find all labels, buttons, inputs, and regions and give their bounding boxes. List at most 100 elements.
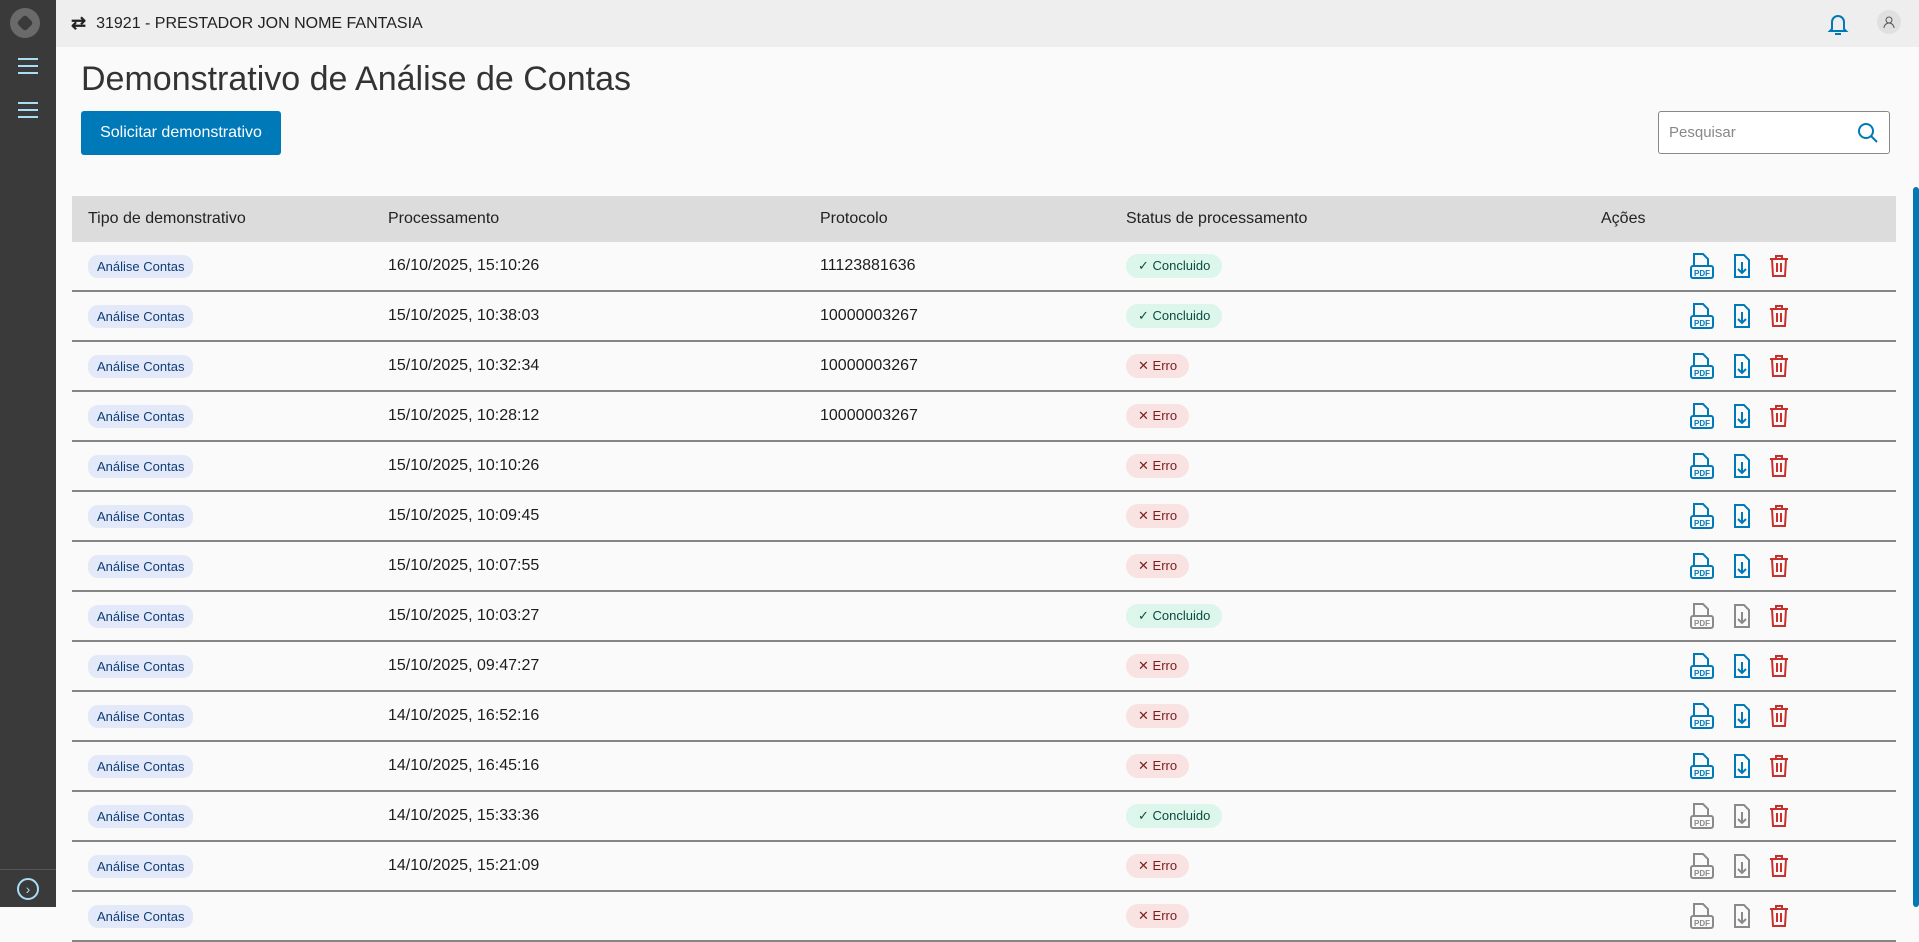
- status-badge: ✕ Erro: [1126, 754, 1190, 778]
- type-tag: Análise Contas: [88, 354, 194, 378]
- trash-icon[interactable]: [1769, 654, 1789, 678]
- pdf-icon[interactable]: PDF: [1689, 302, 1715, 330]
- status-label: Concluido: [1152, 308, 1211, 323]
- pdf-icon[interactable]: PDF: [1689, 902, 1715, 930]
- download-icon[interactable]: [1733, 303, 1751, 329]
- row-actions: PDF: [1689, 552, 1789, 580]
- status-badge: ✕ Erro: [1126, 654, 1190, 678]
- row-actions: PDF: [1689, 352, 1789, 380]
- status-label: Concluido: [1152, 608, 1211, 623]
- pdf-icon[interactable]: PDF: [1689, 702, 1715, 730]
- x-icon: ✕: [1138, 458, 1149, 473]
- download-icon[interactable]: [1733, 603, 1751, 629]
- table-row: Análise Contas 14/10/2025, 16:45:16 ✕ Er…: [72, 742, 1896, 792]
- download-icon[interactable]: [1733, 703, 1751, 729]
- check-icon: ✓: [1138, 808, 1149, 823]
- trash-icon[interactable]: [1769, 704, 1789, 728]
- status-badge: ✕ Erro: [1126, 404, 1190, 428]
- trash-icon[interactable]: [1769, 304, 1789, 328]
- type-tag: Análise Contas: [88, 254, 194, 278]
- status-label: Erro: [1152, 458, 1178, 473]
- menu-icon-secondary[interactable]: [18, 102, 38, 118]
- status-label: Erro: [1152, 558, 1178, 573]
- row-actions: PDF: [1689, 652, 1789, 680]
- processing-date: 15/10/2025, 09:47:27: [388, 657, 540, 674]
- download-icon[interactable]: [1733, 403, 1751, 429]
- status-label: Concluido: [1152, 258, 1211, 273]
- type-tag: Análise Contas: [88, 554, 194, 578]
- pdf-icon[interactable]: PDF: [1689, 452, 1715, 480]
- protocol: 11123881636: [820, 257, 916, 274]
- type-tag: Análise Contas: [88, 604, 194, 628]
- pdf-icon[interactable]: PDF: [1689, 402, 1715, 430]
- pdf-icon[interactable]: PDF: [1689, 602, 1715, 630]
- download-icon[interactable]: [1733, 253, 1751, 279]
- type-tag: Análise Contas: [88, 304, 194, 328]
- processing-date: 15/10/2025, 10:10:26: [388, 457, 540, 474]
- expand-sidebar-button[interactable]: ›: [0, 869, 56, 907]
- download-icon[interactable]: [1733, 653, 1751, 679]
- download-icon[interactable]: [1733, 353, 1751, 379]
- search-input[interactable]: [1659, 112, 1839, 153]
- trash-icon[interactable]: [1769, 754, 1789, 778]
- download-icon[interactable]: [1733, 803, 1751, 829]
- trash-icon[interactable]: [1769, 354, 1789, 378]
- download-icon[interactable]: [1733, 553, 1751, 579]
- table-row: Análise Contas 14/10/2025, 15:33:36 ✓ Co…: [72, 792, 1896, 842]
- row-actions: PDF: [1689, 502, 1789, 530]
- trash-icon[interactable]: [1769, 804, 1789, 828]
- pdf-icon[interactable]: PDF: [1689, 352, 1715, 380]
- download-icon[interactable]: [1733, 753, 1751, 779]
- pdf-icon[interactable]: PDF: [1689, 502, 1715, 530]
- user-icon: [1883, 16, 1895, 28]
- row-actions: PDF: [1689, 602, 1789, 630]
- processing-date: 16/10/2025, 15:10:26: [388, 257, 540, 274]
- check-icon: ✓: [1138, 608, 1149, 623]
- trash-icon[interactable]: [1769, 854, 1789, 878]
- search-icon[interactable]: [1857, 122, 1879, 144]
- status-badge: ✕ Erro: [1126, 454, 1190, 478]
- trash-icon[interactable]: [1769, 504, 1789, 528]
- trash-icon[interactable]: [1769, 604, 1789, 628]
- menu-icon[interactable]: [18, 58, 38, 74]
- processing-date: 15/10/2025, 10:07:55: [388, 557, 540, 574]
- x-icon: ✕: [1138, 508, 1149, 523]
- pdf-icon[interactable]: PDF: [1689, 552, 1715, 580]
- avatar[interactable]: [1877, 10, 1901, 34]
- trash-icon[interactable]: [1769, 554, 1789, 578]
- status-badge: ✕ Erro: [1126, 354, 1190, 378]
- pdf-icon[interactable]: PDF: [1689, 852, 1715, 880]
- bell-icon[interactable]: [1827, 12, 1849, 36]
- status-label: Erro: [1152, 408, 1178, 423]
- type-tag: Análise Contas: [88, 754, 194, 778]
- type-tag: Análise Contas: [88, 704, 194, 728]
- row-actions: PDF: [1689, 802, 1789, 830]
- trash-icon[interactable]: [1769, 254, 1789, 278]
- table-row: Análise Contas ✕ Erro PDF: [72, 892, 1896, 942]
- scrollbar[interactable]: [1913, 187, 1919, 907]
- processing-date: 15/10/2025, 10:28:12: [388, 407, 540, 424]
- trash-icon[interactable]: [1769, 454, 1789, 478]
- status-label: Concluido: [1152, 808, 1211, 823]
- pdf-icon[interactable]: PDF: [1689, 252, 1715, 280]
- chevron-right-icon: ›: [17, 877, 39, 900]
- pdf-icon[interactable]: PDF: [1689, 652, 1715, 680]
- trash-icon[interactable]: [1769, 404, 1789, 428]
- swap-icon[interactable]: ⇄: [71, 13, 87, 33]
- svg-text:PDF: PDF: [1694, 869, 1710, 878]
- svg-text:PDF: PDF: [1694, 269, 1710, 278]
- pdf-icon[interactable]: PDF: [1689, 802, 1715, 830]
- download-icon[interactable]: [1733, 503, 1751, 529]
- svg-text:PDF: PDF: [1694, 569, 1710, 578]
- svg-text:PDF: PDF: [1694, 369, 1710, 378]
- table-row: Análise Contas 15/10/2025, 10:09:45 ✕ Er…: [72, 492, 1896, 542]
- table-body: Análise Contas 16/10/2025, 15:10:26 1112…: [72, 242, 1896, 942]
- table-row: Análise Contas 15/10/2025, 09:47:27 ✕ Er…: [72, 642, 1896, 692]
- download-icon[interactable]: [1733, 853, 1751, 879]
- trash-icon[interactable]: [1769, 904, 1789, 928]
- processing-date: 14/10/2025, 16:45:16: [388, 757, 540, 774]
- request-statement-button[interactable]: Solicitar demonstrativo: [81, 111, 281, 155]
- download-icon[interactable]: [1733, 453, 1751, 479]
- processing-date: 14/10/2025, 15:21:09: [388, 857, 540, 874]
- pdf-icon[interactable]: PDF: [1689, 752, 1715, 780]
